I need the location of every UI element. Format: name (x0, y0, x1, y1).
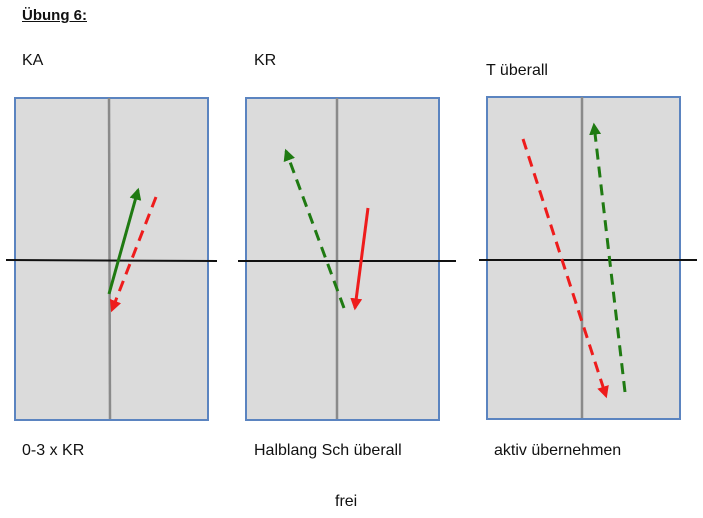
panel-3-heading: T überall (486, 62, 548, 79)
net-line-panel-1 (5, 259, 218, 262)
panel-1-caption: 0-3 x KR (22, 442, 85, 459)
panel-2-heading: KR (254, 52, 277, 69)
green-solid-arrow-panel-1 (107, 187, 142, 295)
green-dashed-arrow-panel-2 (283, 148, 346, 309)
exercise-title: Übung 6: (22, 7, 87, 24)
red-dashed-arrow-panel-1 (109, 196, 158, 313)
court-panel-1 (14, 97, 209, 421)
panel-3-caption: aktiv übernehmen (494, 442, 622, 459)
panel-1-heading: KA (22, 52, 44, 69)
red-dashed-arrow-panel-3 (521, 138, 609, 399)
center-line-panel-1 (107, 97, 112, 420)
footer-label: frei (335, 493, 358, 510)
panel-2-caption: Halblang Sch überall (254, 442, 402, 459)
court-panel-3 (486, 96, 681, 420)
red-solid-arrow-panel-2 (350, 207, 370, 311)
court-panel-2 (245, 97, 440, 421)
green-dashed-arrow-panel-3 (589, 122, 627, 393)
